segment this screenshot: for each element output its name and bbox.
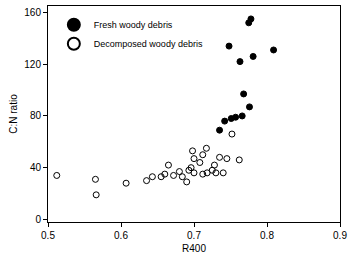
svg-text:0.7: 0.7	[187, 230, 201, 241]
svg-text:0.6: 0.6	[114, 230, 128, 241]
svg-text:80: 80	[30, 110, 42, 121]
svg-text:R400: R400	[182, 243, 206, 254]
svg-text:0: 0	[35, 214, 41, 225]
svg-text:0.5: 0.5	[41, 230, 55, 241]
svg-text:0.9: 0.9	[333, 230, 347, 241]
svg-text:Fresh woody debris: Fresh woody debris	[94, 20, 173, 30]
svg-text:120: 120	[24, 59, 41, 70]
svg-text:C:N ratio: C:N ratio	[8, 94, 19, 134]
svg-text:Decomposed woody debris: Decomposed woody debris	[94, 39, 203, 49]
svg-text:160: 160	[24, 7, 41, 18]
svg-text:40: 40	[30, 162, 42, 173]
svg-text:0.8: 0.8	[260, 230, 274, 241]
